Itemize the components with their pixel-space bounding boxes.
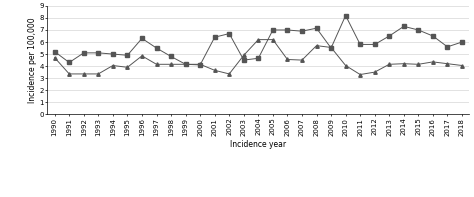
Females [416, 63, 421, 65]
Females [212, 69, 218, 72]
Males [357, 43, 363, 46]
Females [357, 73, 363, 76]
Females [343, 64, 348, 67]
Females [430, 61, 436, 63]
Females [328, 46, 334, 49]
Males [125, 54, 130, 57]
X-axis label: Incidence year: Incidence year [230, 140, 286, 149]
Females [125, 66, 130, 69]
Females [270, 38, 276, 41]
Males [154, 47, 159, 49]
Females [314, 45, 319, 47]
Females [459, 64, 465, 67]
Females [139, 55, 145, 57]
Males [459, 41, 465, 43]
Males [401, 25, 407, 28]
Males [314, 27, 319, 29]
Males [255, 57, 261, 59]
Females [183, 63, 189, 65]
Males [212, 36, 218, 38]
Males [52, 50, 57, 53]
Females [81, 73, 87, 75]
Males [270, 29, 276, 31]
Females [284, 58, 290, 61]
Males [168, 55, 174, 58]
Males [241, 59, 246, 61]
Females [299, 59, 305, 61]
Y-axis label: Incidence per 100,000: Incidence per 100,000 [27, 17, 36, 103]
Females [197, 63, 203, 65]
Females [401, 62, 407, 65]
Males [183, 63, 189, 65]
Females [386, 63, 392, 65]
Males [227, 33, 232, 35]
Males [430, 35, 436, 37]
Males [95, 52, 101, 54]
Males [139, 37, 145, 40]
Males [372, 43, 378, 46]
Females [95, 73, 101, 75]
Males [299, 30, 305, 32]
Females [154, 63, 159, 65]
Males [197, 64, 203, 66]
Males [284, 29, 290, 31]
Line: Males: Males [53, 14, 464, 67]
Males [110, 53, 116, 55]
Females [110, 64, 116, 67]
Females [227, 73, 232, 75]
Males [328, 47, 334, 49]
Line: Females: Females [53, 38, 464, 76]
Males [66, 61, 72, 64]
Males [386, 35, 392, 37]
Females [168, 63, 174, 65]
Males [343, 14, 348, 17]
Females [52, 57, 57, 59]
Males [81, 52, 87, 54]
Males [445, 46, 450, 48]
Males [416, 29, 421, 31]
Females [241, 54, 246, 57]
Females [372, 71, 378, 73]
Females [66, 73, 72, 75]
Females [255, 38, 261, 41]
Females [445, 62, 450, 65]
